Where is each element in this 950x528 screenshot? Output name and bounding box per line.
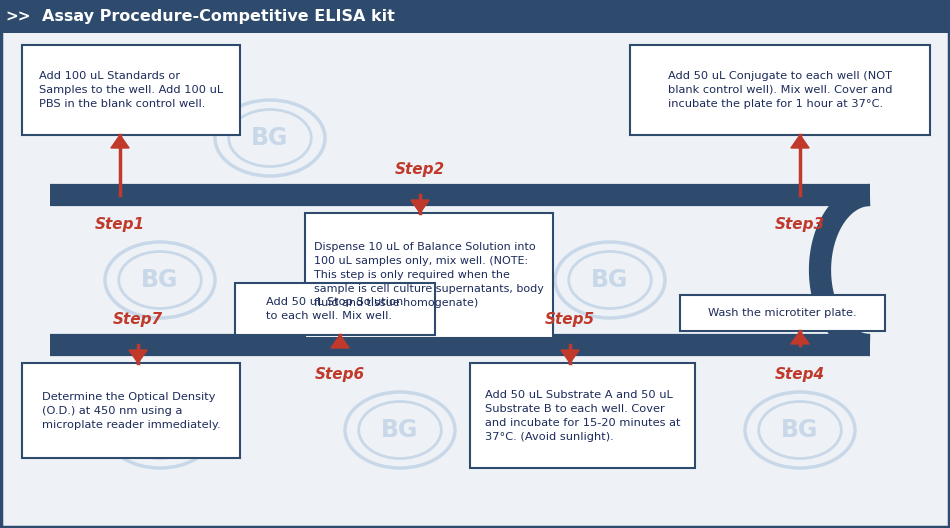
FancyBboxPatch shape bbox=[22, 45, 240, 135]
FancyBboxPatch shape bbox=[680, 295, 885, 331]
FancyBboxPatch shape bbox=[470, 363, 695, 468]
Polygon shape bbox=[791, 135, 809, 148]
Text: >>: >> bbox=[6, 10, 30, 24]
Text: BG: BG bbox=[142, 418, 179, 442]
Text: Add 50 uL Substrate A and 50 uL
Substrate B to each well. Cover
and incubate for: Add 50 uL Substrate A and 50 uL Substrat… bbox=[484, 390, 680, 441]
Polygon shape bbox=[791, 331, 809, 344]
Text: Add 100 uL Standards or
Samples to the well. Add 100 uL
PBS in the blank control: Add 100 uL Standards or Samples to the w… bbox=[39, 71, 223, 109]
Text: Dispense 10 uL of Balance Solution into
100 uL samples only, mix well. (NOTE:
Th: Dispense 10 uL of Balance Solution into … bbox=[314, 242, 544, 308]
Text: Assay Procedure-Competitive ELISA kit: Assay Procedure-Competitive ELISA kit bbox=[42, 10, 395, 24]
Text: Add 50 uL Stop Solution
to each well. Mix well.: Add 50 uL Stop Solution to each well. Mi… bbox=[266, 297, 404, 321]
FancyBboxPatch shape bbox=[630, 45, 930, 135]
Text: Determine the Optical Density
(O.D.) at 450 nm using a
microplate reader immedia: Determine the Optical Density (O.D.) at … bbox=[42, 391, 220, 429]
Text: BG: BG bbox=[591, 268, 629, 292]
FancyBboxPatch shape bbox=[22, 363, 240, 458]
Text: BG: BG bbox=[252, 126, 289, 150]
Polygon shape bbox=[129, 350, 147, 363]
Polygon shape bbox=[411, 200, 429, 213]
Text: BG: BG bbox=[781, 418, 819, 442]
Text: Step5: Step5 bbox=[545, 312, 595, 327]
Text: BG: BG bbox=[142, 268, 179, 292]
FancyBboxPatch shape bbox=[305, 213, 553, 338]
Text: Wash the microtiter plate.: Wash the microtiter plate. bbox=[708, 308, 857, 318]
FancyBboxPatch shape bbox=[235, 283, 435, 335]
Text: Add 50 uL Conjugate to each well (NOT
blank control well). Mix well. Cover and
i: Add 50 uL Conjugate to each well (NOT bl… bbox=[668, 71, 892, 109]
Text: Step4: Step4 bbox=[775, 367, 825, 382]
Polygon shape bbox=[111, 135, 129, 148]
Polygon shape bbox=[870, 1, 945, 33]
Text: Step3: Step3 bbox=[775, 217, 825, 232]
Text: Step2: Step2 bbox=[395, 162, 445, 177]
Text: Step1: Step1 bbox=[95, 217, 145, 232]
Polygon shape bbox=[560, 350, 580, 363]
Text: Step7: Step7 bbox=[113, 312, 163, 327]
Text: Step6: Step6 bbox=[315, 367, 365, 382]
Polygon shape bbox=[331, 335, 349, 348]
Text: BG: BG bbox=[381, 418, 419, 442]
FancyBboxPatch shape bbox=[1, 1, 949, 33]
